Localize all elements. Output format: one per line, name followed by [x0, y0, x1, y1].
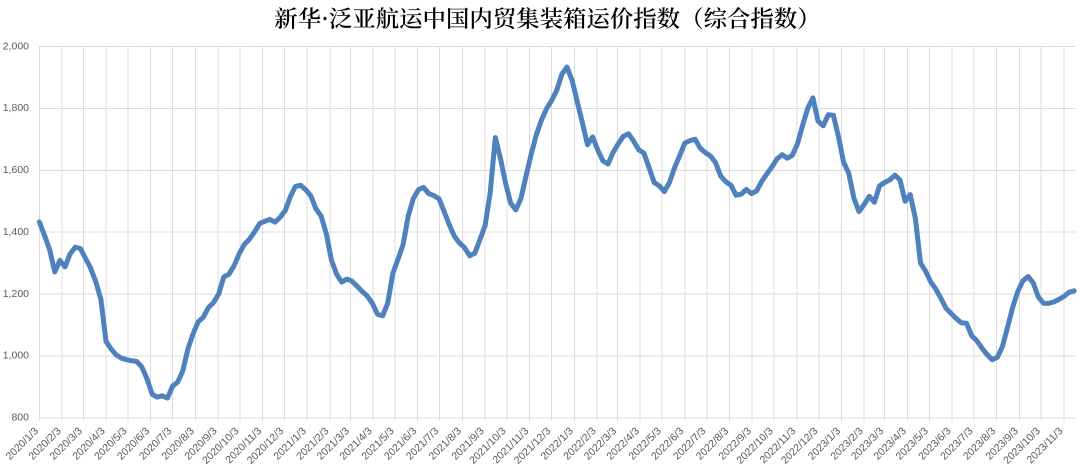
svg-text:1,400: 1,400	[3, 226, 29, 238]
svg-text:2,000: 2,000	[3, 40, 29, 52]
svg-text:1,200: 1,200	[3, 288, 29, 300]
svg-text:1,600: 1,600	[3, 164, 29, 176]
svg-text:800: 800	[11, 412, 29, 424]
svg-text:1,000: 1,000	[3, 350, 29, 362]
svg-text:1,800: 1,800	[3, 102, 29, 114]
